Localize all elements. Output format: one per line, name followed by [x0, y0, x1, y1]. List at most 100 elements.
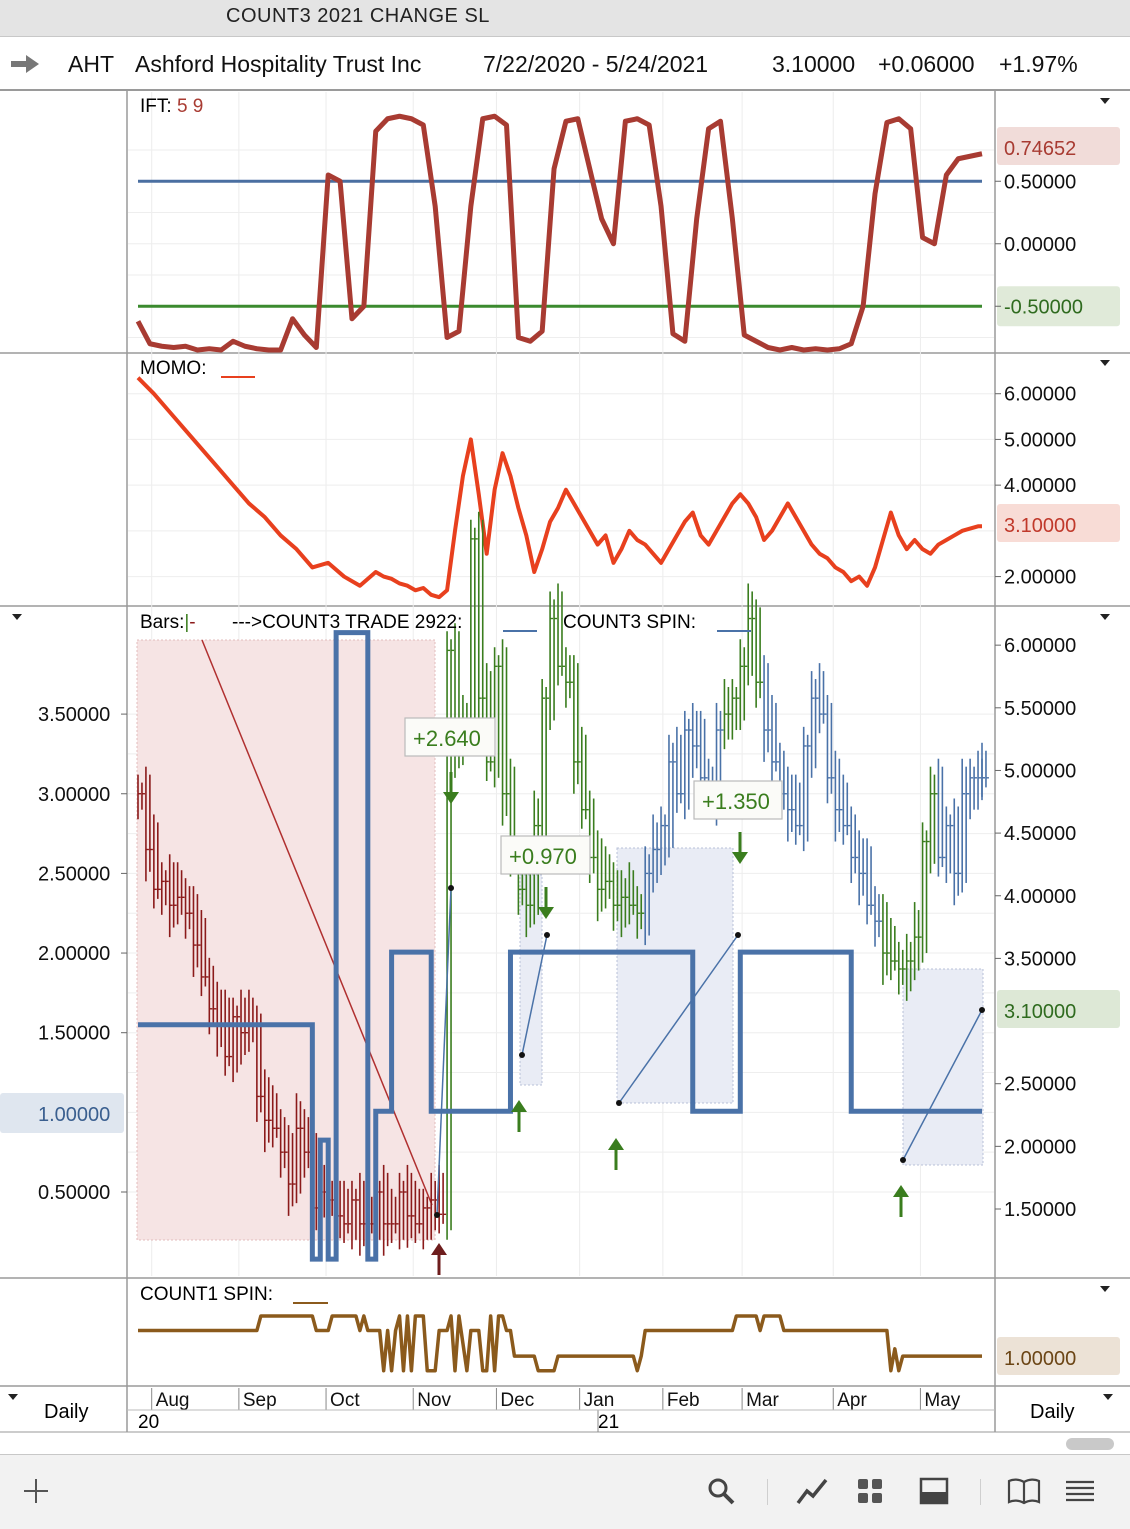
ift-tick-label: 0.00000	[1004, 234, 1076, 256]
month-label: May	[924, 1390, 960, 1411]
spin-label: COUNT3 SPIN:	[563, 612, 696, 633]
count1-value-tag: 1.00000	[997, 1337, 1120, 1375]
ift-series-line	[135, 113, 983, 353]
bars-value-tag: 3.10000	[997, 990, 1120, 1028]
month-label: Jan	[584, 1390, 615, 1411]
right-axis-label: 2.00000	[1004, 1136, 1076, 1158]
count1-panel	[138, 1314, 982, 1373]
buy-arrow-up-icon-head	[511, 1100, 527, 1112]
left-axis-label: 0.50000	[38, 1182, 110, 1204]
window-titlebar: COUNT3 2021 CHANGE SL	[0, 0, 1130, 37]
menu-icon[interactable]	[1062, 1473, 1098, 1509]
year-mid-label: 21	[598, 1412, 619, 1433]
bottom-toolbar	[0, 1454, 1130, 1529]
last-price: 3.10000	[772, 51, 856, 77]
panel-menu-triangles[interactable]	[8, 98, 1113, 1400]
right-axis-label: 5.00000	[1004, 760, 1076, 782]
trade-connector-line	[618, 934, 739, 1104]
spin-label-text: COUNT3 SPIN	[563, 612, 691, 633]
window-title: COUNT3 2021 CHANGE SL	[226, 5, 490, 27]
trade-zone-shade	[616, 847, 734, 1104]
momo-panel: 6.00000 5.00000 4.00000 2.00000	[128, 376, 1076, 600]
draw-line-icon[interactable]	[794, 1473, 830, 1509]
panel-frames	[0, 90, 1130, 1433]
trade-label: --->COUNT3 TRADE 2922:	[232, 612, 462, 633]
toolbar-separator	[767, 1479, 768, 1505]
momo-label: MOMO:	[140, 358, 207, 379]
momo-menu-triangle	[1100, 360, 1110, 366]
right-axis-label: 1.50000	[1004, 1199, 1076, 1221]
period-right[interactable]: Daily	[1030, 1401, 1074, 1423]
chart-area[interactable]: 0.50000 0.00000 -0.50000 6.00000 5.00000 4.0…	[0, 0, 1130, 1454]
left-axis-label: 2.00000	[38, 943, 110, 965]
x-axis: Aug Sep Oct Nov Dec Jan Feb Mar Apr May	[127, 1388, 995, 1432]
company-name: Ashford Hospitality Trust Inc	[135, 51, 422, 77]
left-axis-label: 2.50000	[38, 863, 110, 885]
trade-exit-dot	[544, 932, 550, 938]
trade-entry-dot	[519, 1052, 525, 1058]
sell-arrow-down-icon	[732, 832, 748, 864]
ift-value-tag: 0.74652	[997, 127, 1120, 165]
trade-profit-label: +2.640	[413, 726, 481, 751]
count1-value: 1.00000	[1004, 1348, 1076, 1370]
right-axis-label: 6.00000	[1004, 635, 1076, 657]
count1-menu-triangle	[1100, 1286, 1110, 1292]
period-left-menu-triangle	[8, 1394, 18, 1400]
momo-tick-label: 4.00000	[1004, 475, 1076, 497]
trade-label-text: --->COUNT3 TRADE 2922	[232, 612, 457, 633]
sell-arrow-down-icon-head	[538, 907, 554, 919]
month-label: Oct	[330, 1390, 360, 1411]
month-label: Aug	[156, 1390, 190, 1411]
month-label: Dec	[500, 1390, 534, 1411]
bars-left-value-tag: 1.00000	[0, 1093, 124, 1133]
sell-arrow-down-icon	[443, 772, 459, 804]
bars-left-menu-triangle	[12, 614, 22, 620]
buy-arrow-up-icon-head	[608, 1138, 624, 1150]
panel-icon[interactable]	[916, 1473, 952, 1509]
left-axis-label: 1.50000	[38, 1023, 110, 1045]
search-icon[interactable]	[703, 1473, 739, 1509]
momo-value: 3.10000	[1004, 515, 1076, 537]
bars-label: Bars:|-	[140, 612, 196, 633]
horizontal-scrollbar-thumb[interactable]	[1066, 1438, 1114, 1450]
quote-header: AHT Ashford Hospitality Trust Inc 7/22/2…	[0, 37, 1130, 91]
trade-zone-shade	[519, 874, 543, 1086]
momo-series-line	[136, 376, 982, 600]
grid-icon[interactable]	[852, 1473, 888, 1509]
plus-icon[interactable]	[18, 1473, 54, 1509]
momo-label-text: MOMO	[140, 358, 201, 379]
count1-label: COUNT1 SPIN:	[140, 1284, 273, 1305]
momo-tick-label: 2.00000	[1004, 567, 1076, 589]
buy-arrow-up-icon-head	[431, 1243, 447, 1255]
buy-arrow-up-icon	[511, 1100, 527, 1132]
ift-panel: 0.50000 0.00000 -0.50000	[128, 113, 1120, 353]
momo-value-tag: 3.10000	[997, 504, 1120, 542]
arrow-right-icon[interactable]	[10, 54, 40, 74]
trade-exit-dot	[448, 885, 454, 891]
month-label: Sep	[243, 1390, 277, 1411]
period-left[interactable]: Daily	[44, 1401, 88, 1423]
bars-label-text: Bars	[140, 612, 179, 633]
momo-tick-label: 5.00000	[1004, 429, 1076, 451]
bars-value: 3.10000	[1004, 1001, 1076, 1023]
trade-profit-label: +1.350	[702, 789, 770, 814]
trade-connector-line	[521, 934, 548, 1056]
month-label: Nov	[417, 1390, 451, 1411]
bars-panel: +2.640 +0.970 +1.350 3.50000 3.00000 2.50000 2…	[38, 511, 1076, 1275]
right-axis-label: 3.50000	[1004, 948, 1076, 970]
book-icon[interactable]	[1006, 1473, 1042, 1509]
trade-exit-dot	[979, 1007, 985, 1013]
year-start-label: 20	[138, 1412, 159, 1433]
count1-series-line	[138, 1314, 982, 1373]
sell-arrow-down-icon-head	[732, 852, 748, 864]
ift-tick-label: 0.50000	[1004, 171, 1076, 193]
count3-spin-line	[138, 630, 982, 1262]
buy-arrow-up-icon-head	[893, 1185, 909, 1197]
trade-profit-box	[404, 717, 496, 757]
price-change: +0.06000	[878, 51, 975, 77]
trade-exit-dot	[735, 932, 741, 938]
month-label: Apr	[837, 1390, 867, 1411]
date-range: 7/22/2020 - 5/24/2021	[483, 51, 709, 77]
ift-menu-triangle	[1100, 98, 1110, 104]
buy-arrow-up-icon	[893, 1185, 909, 1217]
